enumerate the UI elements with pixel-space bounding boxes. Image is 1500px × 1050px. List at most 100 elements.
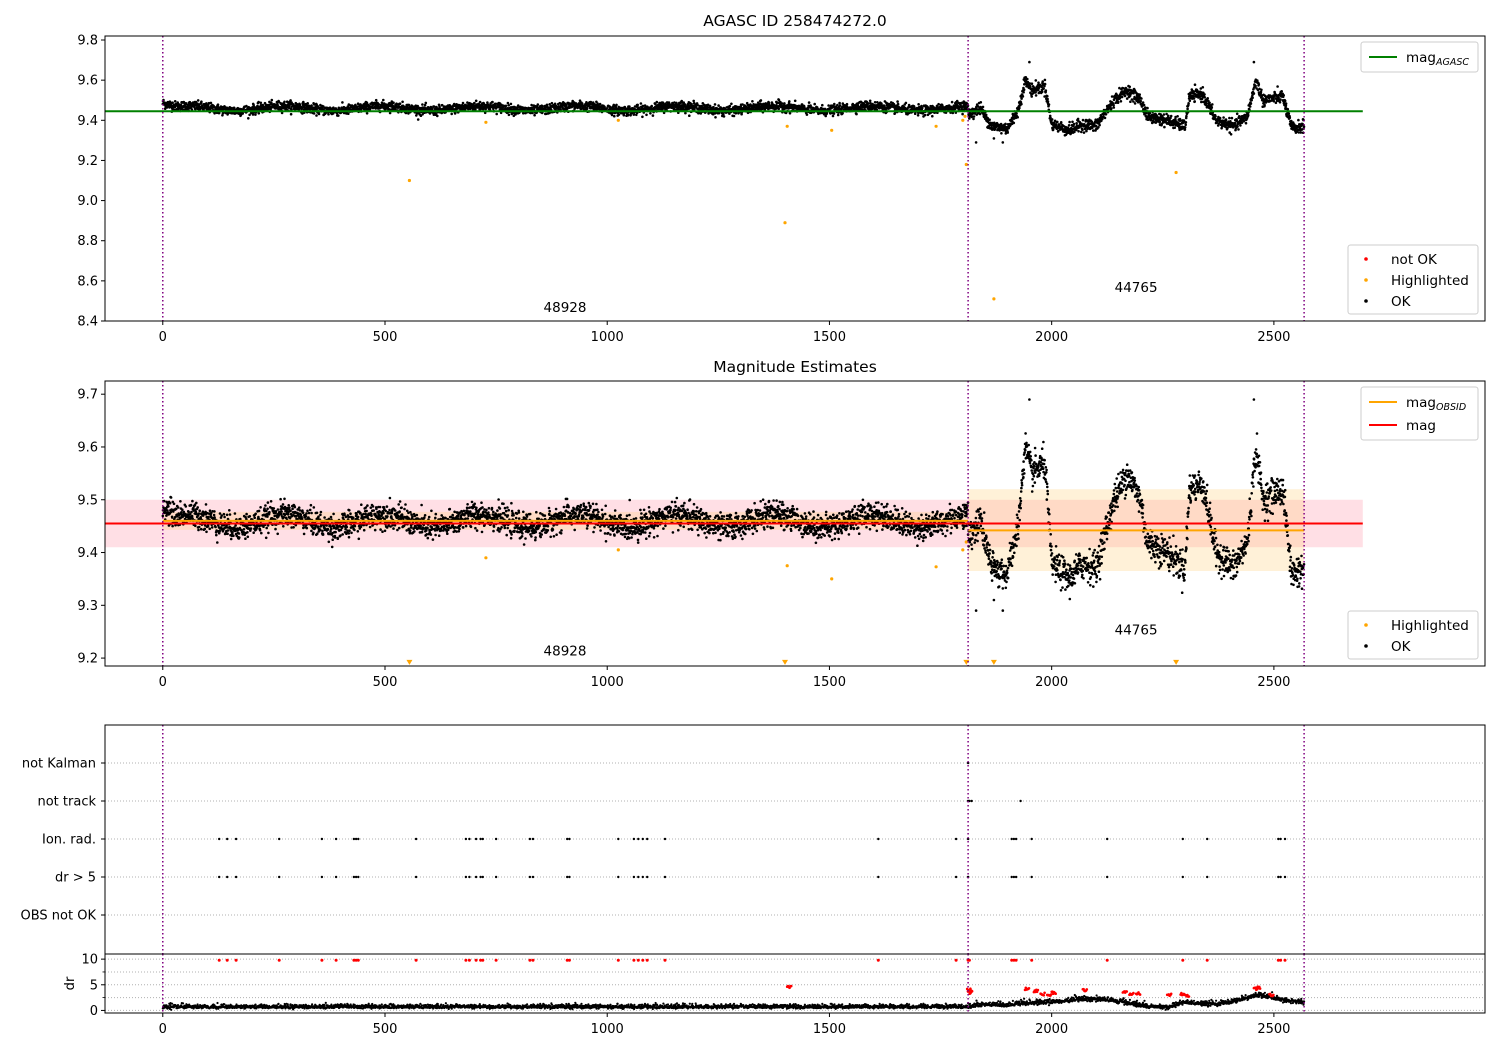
ok-point bbox=[1075, 122, 1078, 125]
ok-point bbox=[172, 502, 176, 506]
ok-point bbox=[1141, 101, 1145, 104]
ok-point bbox=[216, 105, 220, 109]
ok-point bbox=[190, 510, 193, 514]
ok-point bbox=[197, 512, 201, 515]
ok-point bbox=[714, 116, 717, 119]
ok-point bbox=[509, 106, 513, 109]
ok-point bbox=[190, 108, 194, 111]
ok-point bbox=[833, 102, 836, 106]
ok-point bbox=[453, 112, 457, 115]
ok-point bbox=[168, 501, 172, 505]
ok-point bbox=[1037, 81, 1040, 84]
ok-point bbox=[210, 526, 214, 529]
ok-point bbox=[1051, 128, 1055, 131]
highlighted-point bbox=[992, 297, 996, 301]
ok-point bbox=[580, 102, 584, 105]
ok-point bbox=[550, 101, 554, 105]
ok-point bbox=[171, 101, 174, 104]
ok-point bbox=[218, 529, 221, 533]
ok-point bbox=[398, 102, 402, 105]
ok-point bbox=[347, 112, 350, 115]
ok-point bbox=[855, 112, 858, 116]
ok-point bbox=[248, 113, 251, 117]
ok-point bbox=[1251, 96, 1254, 99]
ok-point bbox=[194, 524, 197, 528]
ok-point bbox=[836, 113, 840, 117]
ok-point bbox=[229, 106, 233, 110]
ok-point bbox=[516, 104, 520, 107]
ok-point bbox=[165, 514, 168, 517]
ok-point bbox=[1299, 131, 1303, 134]
ok-point bbox=[1110, 107, 1113, 110]
ok-point bbox=[416, 104, 420, 108]
ok-point bbox=[1239, 124, 1242, 127]
ok-point bbox=[416, 118, 420, 121]
ok-point bbox=[212, 513, 216, 517]
ok-point bbox=[220, 514, 223, 517]
ok-point bbox=[793, 99, 797, 103]
ok-point bbox=[259, 101, 263, 105]
ok-point bbox=[979, 101, 983, 104]
ok-point bbox=[1059, 121, 1063, 124]
ok-point bbox=[541, 104, 544, 108]
ok-point bbox=[1263, 103, 1266, 107]
ok-point bbox=[713, 103, 717, 106]
ok-point bbox=[868, 99, 872, 103]
ok-point bbox=[777, 107, 781, 111]
ok-point bbox=[1094, 124, 1098, 128]
x-tick-label: 0 bbox=[159, 330, 167, 345]
ok-point bbox=[216, 103, 220, 106]
ok-point bbox=[1054, 123, 1058, 127]
ok-point bbox=[821, 103, 824, 107]
ok-point bbox=[251, 113, 255, 116]
ok-point bbox=[722, 115, 726, 118]
ok-point bbox=[1192, 90, 1195, 93]
ok-point bbox=[1229, 133, 1233, 136]
ok-point bbox=[207, 515, 210, 519]
ok-point bbox=[813, 102, 816, 106]
ok-point bbox=[988, 118, 991, 121]
y-tick-label: 8.4 bbox=[77, 315, 98, 330]
ok-point bbox=[1097, 126, 1100, 129]
ok-point bbox=[437, 103, 441, 107]
ok-point bbox=[403, 105, 407, 109]
ok-point bbox=[1235, 119, 1239, 122]
ok-point bbox=[1248, 105, 1252, 108]
ok-point bbox=[783, 102, 786, 105]
agasc-axes-frame bbox=[104, 35, 1486, 322]
ok-point bbox=[917, 103, 920, 106]
ok-point bbox=[312, 112, 316, 115]
ok-point bbox=[1252, 60, 1256, 64]
ok-point bbox=[626, 114, 630, 117]
ok-point bbox=[509, 102, 513, 106]
ok-point bbox=[421, 113, 424, 116]
ok-point bbox=[332, 106, 335, 109]
ok-point bbox=[1040, 90, 1044, 93]
ok-point bbox=[516, 106, 519, 109]
ok-point bbox=[1050, 118, 1054, 121]
ok-point bbox=[268, 103, 271, 107]
x-tick-label: 1000 bbox=[591, 330, 624, 345]
ok-point bbox=[1282, 94, 1285, 97]
ok-point bbox=[216, 541, 219, 544]
ok-point bbox=[319, 103, 322, 107]
ok-point bbox=[1208, 101, 1211, 105]
ok-point bbox=[1026, 77, 1029, 81]
ok-point bbox=[436, 114, 439, 118]
ok-point bbox=[632, 113, 636, 116]
ok-point bbox=[186, 513, 190, 516]
highlighted-point bbox=[1174, 170, 1178, 175]
ok-point bbox=[276, 104, 280, 107]
ok-point bbox=[196, 99, 200, 102]
ok-point bbox=[176, 506, 180, 509]
ok-point bbox=[322, 105, 325, 108]
ok-point bbox=[751, 100, 754, 103]
ok-point bbox=[171, 524, 174, 528]
ok-point bbox=[189, 503, 193, 507]
legend-dot-swatch bbox=[1364, 257, 1368, 261]
ok-point bbox=[1028, 60, 1031, 64]
ok-point bbox=[1236, 125, 1239, 128]
ok-point bbox=[404, 111, 408, 115]
y-tick-label: 8.6 bbox=[77, 274, 98, 289]
